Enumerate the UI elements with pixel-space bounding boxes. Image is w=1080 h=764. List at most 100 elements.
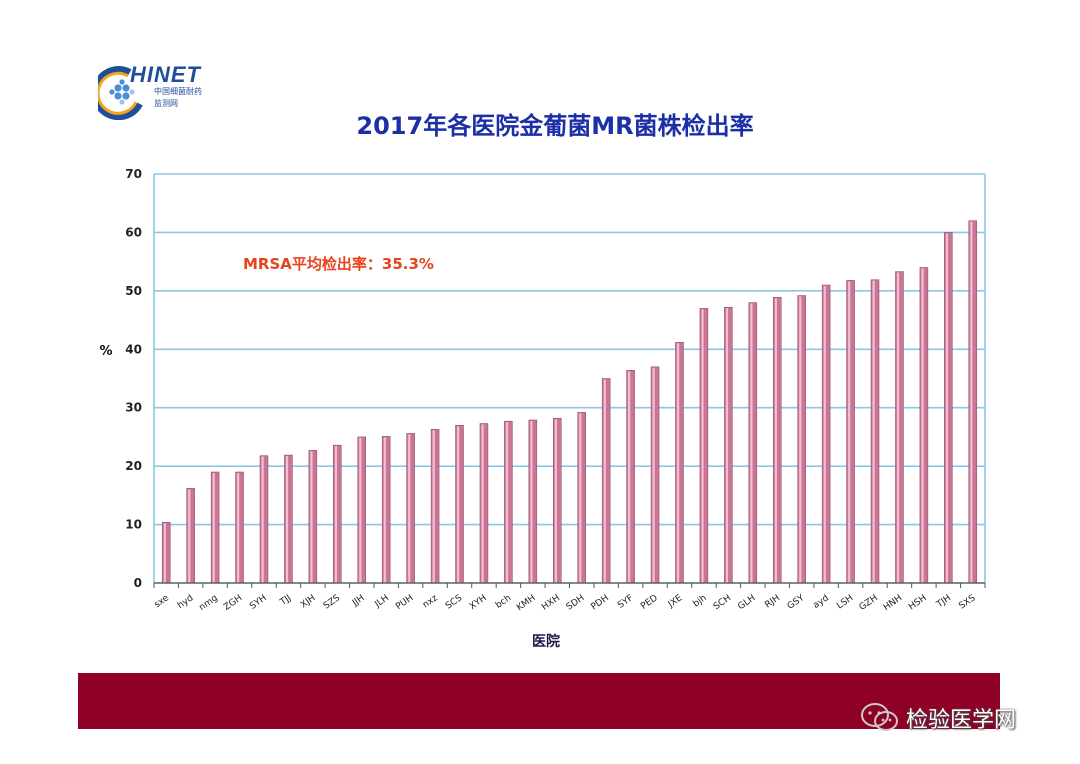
x-tick-label: PUH [394, 593, 415, 612]
bar-highlight [285, 456, 289, 583]
bar-highlight [237, 472, 240, 583]
logo-subtitle-2: 监测网 [154, 99, 178, 108]
x-tick-label: HNH [882, 593, 904, 613]
bar-highlight [823, 286, 826, 583]
bar-highlight [359, 437, 362, 583]
bar [724, 306, 733, 584]
average-annotation: MRSA平均检出率：35.3% [243, 255, 434, 273]
bar [210, 471, 220, 584]
bar [675, 342, 684, 584]
y-tick-label: 50 [125, 284, 142, 298]
bar-highlight [163, 523, 166, 583]
x-tick-label: KMH [515, 593, 537, 613]
x-tick-label: nxz [421, 593, 440, 610]
bar-highlight [481, 424, 484, 583]
bar [333, 444, 342, 584]
x-tick-label: GZH [858, 593, 880, 613]
x-axis-label: 医院 [532, 633, 560, 650]
bar [406, 433, 415, 584]
bar-highlight [725, 308, 729, 583]
bar [235, 471, 244, 584]
chinet-logo [98, 66, 143, 120]
x-tick-label: SXS [957, 593, 977, 611]
x-tick-label: TJH [934, 593, 953, 610]
bar-highlight [970, 221, 973, 583]
x-tick-label: GSY [786, 593, 807, 612]
bar [821, 284, 831, 584]
logo-wordmark: HINET [130, 62, 201, 87]
bar-highlight [212, 472, 215, 583]
bar [284, 454, 293, 584]
bar-highlight [408, 434, 411, 583]
x-tick-label: SCS [444, 593, 464, 612]
bar-highlight [505, 422, 509, 583]
x-tick-label: HSH [907, 593, 929, 612]
logo-subtitle: 中国细菌耐药 [154, 87, 202, 96]
footer-bar [78, 673, 1000, 729]
bar-highlight [628, 371, 631, 583]
bar-chart: 0 10 20 30 40 50 60 70 sxe hyd nmg ZGH SYH TJJ XJH SZS J… [99, 167, 986, 650]
bar [455, 424, 464, 584]
bar-highlight [652, 367, 655, 583]
bar [186, 488, 195, 584]
bar [944, 232, 953, 584]
x-tick-label: JJH [350, 593, 366, 609]
bar [773, 297, 782, 584]
bar-highlight [383, 437, 386, 583]
watermark: 检验医学网 [860, 700, 1016, 736]
bar-highlight [896, 272, 900, 583]
x-tick-label: ZGH [222, 593, 244, 613]
x-tick-label: GLH [736, 593, 757, 612]
bar-highlight [457, 426, 460, 583]
y-tick-label: 60 [125, 225, 142, 239]
x-tick-label: SDH [565, 593, 587, 612]
bar [528, 419, 538, 584]
bar-highlight [579, 413, 582, 583]
x-tick-label: PED [639, 593, 660, 612]
x-tick-label: ayd [812, 593, 831, 611]
y-tick-label: 30 [125, 401, 142, 415]
bar [259, 455, 269, 584]
bar [968, 220, 978, 584]
y-tick-label: 0 [134, 576, 142, 590]
x-tick-label: nmg [198, 593, 220, 613]
bar-highlight [848, 281, 851, 583]
x-tick-label: bjh [692, 593, 709, 609]
bar-highlight [334, 446, 338, 583]
x-tick-label: RJH [763, 593, 782, 610]
y-tick-label: 10 [125, 518, 142, 532]
bar-highlight [432, 430, 435, 583]
bar [601, 378, 611, 584]
bar-highlight [310, 451, 313, 583]
bar [870, 279, 880, 584]
x-tick-label: LSH [835, 593, 855, 611]
bar [699, 308, 709, 584]
bar [357, 436, 366, 584]
bar-highlight [945, 233, 949, 583]
x-tick-label: SYF [616, 593, 635, 611]
x-tick-label: SCH [712, 593, 733, 612]
bar [919, 267, 929, 584]
bar-highlight [872, 280, 875, 583]
x-tick-label: sxe [153, 593, 172, 610]
bar-highlight [750, 303, 753, 583]
x-tick-label: bch [494, 593, 513, 611]
x-tick-label: hyd [176, 593, 195, 611]
y-tick-label: 70 [125, 167, 142, 181]
bar-highlight [188, 489, 191, 583]
bar-highlight [530, 420, 533, 583]
bar [161, 521, 171, 584]
bar-highlight [799, 296, 802, 583]
x-tick-label: JXE [666, 593, 685, 610]
x-tick-label: SZS [322, 593, 342, 611]
bar [381, 436, 391, 584]
x-tick-label: TJJ [278, 593, 293, 608]
bar [626, 370, 635, 584]
bar [577, 412, 586, 584]
bar [846, 280, 855, 584]
bar-highlight [554, 419, 557, 583]
bar [748, 302, 758, 584]
y-tick-label: 40 [125, 342, 142, 356]
bar-highlight [921, 268, 924, 583]
y-tick-label: 20 [125, 459, 142, 473]
